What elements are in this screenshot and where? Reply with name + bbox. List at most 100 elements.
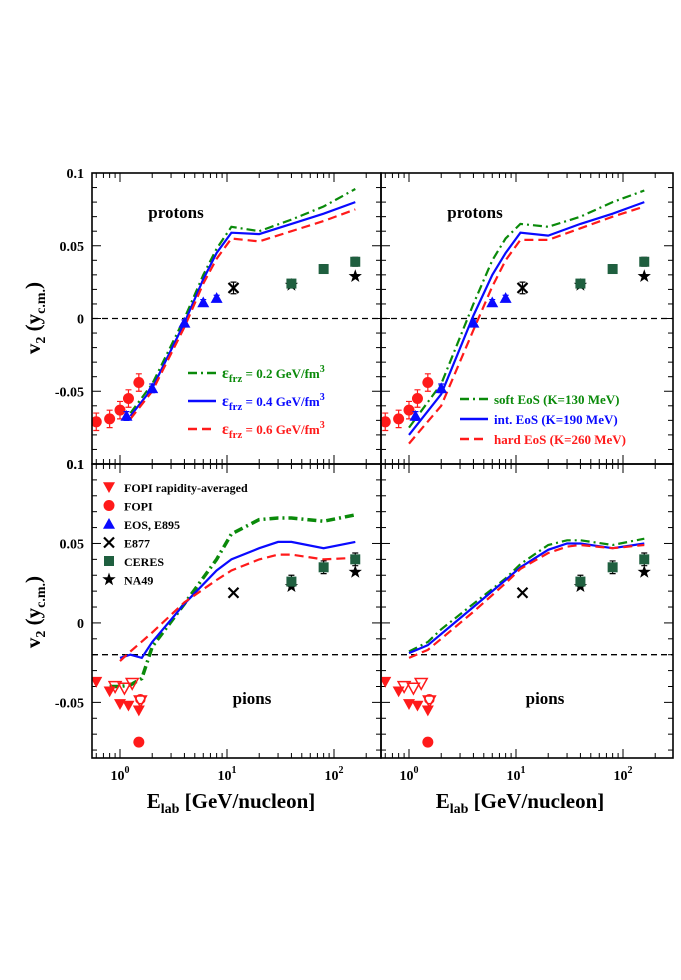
data-point bbox=[350, 256, 361, 267]
legend-text: int. EoS (K=190 MeV) bbox=[494, 412, 618, 427]
legend-text: FOPI bbox=[124, 500, 153, 514]
legend-text: FOPI rapidity-averaged bbox=[124, 481, 248, 495]
legend-text: soft EoS (K=130 MeV) bbox=[494, 392, 619, 407]
x-ticks bbox=[95, 173, 367, 464]
legend: soft EoS (K=130 MeV) int. EoS (K=190 MeV)… bbox=[460, 392, 626, 447]
data-point bbox=[411, 700, 424, 712]
panel-label-pions: pions bbox=[526, 689, 565, 708]
legend-val: = 0.2 GeV/fm bbox=[242, 366, 320, 381]
data-point bbox=[422, 377, 434, 389]
data-point bbox=[114, 404, 126, 416]
legend-text: εfrz = 0.2 GeV/fm3 bbox=[222, 364, 325, 385]
symbol-legend: FOPI rapidity-averaged FOPI EOS, E895 E877 C… bbox=[102, 481, 248, 588]
data-point bbox=[637, 269, 651, 282]
data-point bbox=[409, 409, 422, 421]
data-point bbox=[92, 676, 103, 688]
data-point bbox=[132, 705, 145, 717]
data-point bbox=[227, 586, 240, 599]
legend-text: εfrz = 0.6 GeV/fm3 bbox=[222, 420, 325, 441]
data-point bbox=[197, 296, 210, 308]
series-line-red bbox=[408, 205, 645, 445]
data-point bbox=[575, 576, 586, 587]
x-tick-base: 10 bbox=[507, 769, 521, 784]
legend-sup: 3 bbox=[320, 364, 325, 375]
panel-top-right: protons soft EoS (K=130 MeV) int. EoS (K=1… bbox=[380, 172, 674, 465]
data-point bbox=[516, 586, 529, 599]
series-line-green bbox=[408, 537, 645, 653]
data-point bbox=[639, 554, 650, 565]
data-point bbox=[637, 565, 651, 578]
y-tick-label: 0 bbox=[77, 313, 84, 328]
x-tick-base: 10 bbox=[111, 769, 125, 784]
data-point bbox=[381, 676, 392, 688]
data-point bbox=[413, 677, 429, 691]
data-point bbox=[516, 282, 529, 294]
data-point bbox=[486, 296, 499, 308]
data-points bbox=[381, 256, 651, 432]
y-tick-label: 0.1 bbox=[67, 458, 85, 473]
y-tick-label: 0.05 bbox=[60, 537, 85, 552]
data-point bbox=[403, 404, 415, 416]
x-tick-base: 10 bbox=[218, 769, 232, 784]
data-point bbox=[117, 682, 132, 696]
series-group bbox=[408, 537, 645, 659]
x-tick-label: 101 bbox=[218, 765, 237, 784]
data-point bbox=[286, 576, 297, 587]
data-points bbox=[92, 256, 362, 432]
x-tick-exponent: 1 bbox=[232, 765, 237, 776]
data-point bbox=[286, 278, 297, 289]
x-tick-exponent: 1 bbox=[521, 765, 526, 776]
data-point bbox=[392, 686, 405, 698]
legend-sym: ε bbox=[222, 365, 229, 382]
x-tick-exponent: 0 bbox=[125, 765, 130, 776]
legend-marker bbox=[102, 572, 116, 586]
y-tick-label: -0.05 bbox=[55, 385, 84, 400]
data-point bbox=[607, 264, 618, 275]
data-point bbox=[396, 680, 412, 695]
data-point bbox=[348, 565, 362, 578]
series-group bbox=[408, 189, 645, 445]
y-tick-label: 0.1 bbox=[67, 167, 85, 182]
data-point bbox=[411, 393, 423, 405]
x-tick-exponent: 2 bbox=[628, 765, 633, 776]
legend-text: E877 bbox=[124, 537, 150, 551]
data-point bbox=[146, 382, 159, 394]
panel-label-protons: protons bbox=[148, 203, 204, 222]
series-group bbox=[129, 188, 356, 420]
x-tick-label: 102 bbox=[614, 765, 633, 784]
legend-text: EOS, E895 bbox=[124, 518, 180, 532]
legend-marker bbox=[103, 482, 115, 493]
legend-sub: frz bbox=[229, 401, 243, 413]
data-point bbox=[122, 700, 135, 712]
data-point bbox=[421, 705, 434, 717]
x-tick-label: 100 bbox=[111, 765, 130, 784]
panel-frame bbox=[380, 463, 674, 759]
data-point bbox=[607, 562, 618, 573]
series-line-blue bbox=[408, 542, 645, 655]
series-line-blue bbox=[129, 201, 356, 417]
data-point bbox=[104, 413, 116, 425]
data-point bbox=[114, 699, 126, 710]
data-point bbox=[422, 736, 434, 748]
data-point bbox=[227, 282, 240, 294]
legend-sup: 3 bbox=[320, 392, 325, 403]
legend-marker bbox=[104, 556, 114, 566]
x-ticks bbox=[384, 173, 656, 464]
data-point bbox=[424, 693, 435, 705]
series-line-red bbox=[119, 553, 356, 662]
legend-marker bbox=[103, 518, 115, 529]
legend-text: CERES bbox=[124, 555, 164, 569]
data-point bbox=[120, 409, 133, 421]
data-point bbox=[381, 416, 391, 428]
series-line-green bbox=[129, 188, 356, 414]
x-tick-base: 10 bbox=[400, 769, 414, 784]
legend-sym: ε bbox=[222, 421, 229, 438]
x-tick-label: 101 bbox=[507, 765, 526, 784]
x-tick-base: 10 bbox=[325, 769, 339, 784]
data-point bbox=[318, 562, 329, 573]
data-points bbox=[381, 552, 651, 748]
legend-sub: frz bbox=[229, 429, 243, 441]
